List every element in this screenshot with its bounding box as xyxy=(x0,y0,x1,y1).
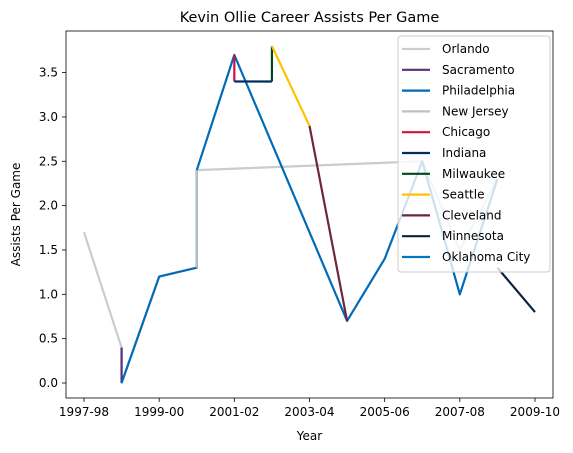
y-tick-label: 2.5 xyxy=(39,154,58,168)
legend: Orlando Sacramento Philadelphia New Jersey C… xyxy=(397,35,551,273)
x-tick-label: 2007-08 xyxy=(435,405,485,419)
y-tick-label: 3.5 xyxy=(39,66,58,80)
legend-label: Philadelphia xyxy=(442,84,515,98)
x-tick-label: 2001-02 xyxy=(209,405,259,419)
legend-label: Milwaukee xyxy=(442,167,505,181)
legend-label: Seattle xyxy=(442,188,484,202)
legend-label: Chicago xyxy=(442,125,490,139)
x-tick-label: 2009-10 xyxy=(510,405,560,419)
x-tick-label: 2005-06 xyxy=(360,405,410,419)
x-tick-label: 2003-04 xyxy=(284,405,334,419)
x-tick-label: 1997-98 xyxy=(59,405,109,419)
y-axis-title: Assists Per Game xyxy=(9,163,23,267)
legend-label: Orlando xyxy=(442,42,490,56)
y-tick-label: 3.0 xyxy=(39,110,58,124)
legend-box xyxy=(397,35,551,273)
series-line-10 xyxy=(496,266,536,313)
legend-label: Minnesota xyxy=(442,229,504,243)
chart-title: Kevin Ollie Career Assists Per Game xyxy=(180,10,440,26)
series-line-9 xyxy=(308,125,349,322)
legend-label: Oklahoma City xyxy=(442,250,530,264)
y-axis: 0.0 0.5 1.0 1.5 2.0 2.5 3.0 3.5 xyxy=(39,66,66,390)
legend-label: Indiana xyxy=(442,146,486,160)
legend-label: Cleveland xyxy=(442,208,502,222)
y-tick-label: 2.0 xyxy=(39,199,58,213)
legend-label: Sacramento xyxy=(442,63,515,77)
y-tick-label: 1.5 xyxy=(39,243,58,257)
legend-label: New Jersey xyxy=(442,104,509,118)
x-axis-title: Year xyxy=(296,429,322,443)
y-tick-label: 1.0 xyxy=(39,287,58,301)
y-tick-label: 0.0 xyxy=(39,376,58,390)
y-tick-label: 0.5 xyxy=(39,332,58,346)
series-line-8 xyxy=(270,45,311,127)
x-tick-label: 1999-00 xyxy=(134,405,184,419)
x-axis: 1997-98 1999-00 2001-02 2003-04 2005-06 2007-… xyxy=(59,398,560,419)
